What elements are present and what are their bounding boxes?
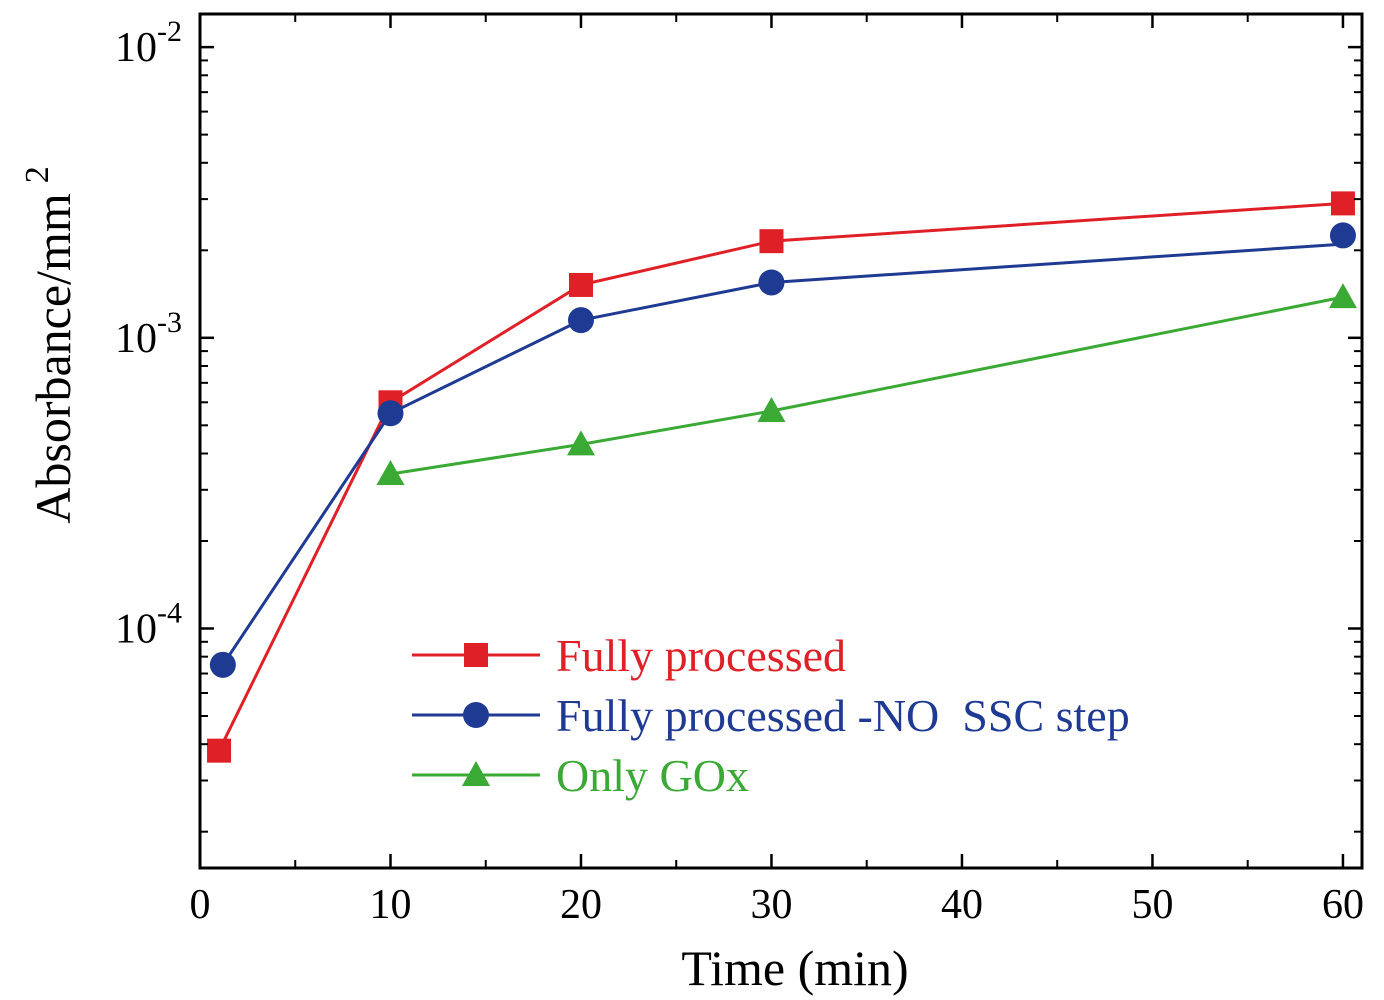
data-point — [376, 460, 405, 486]
legend-item: Fully processed — [412, 630, 846, 681]
legend-label: Fully processed -NO SSC step — [556, 690, 1130, 741]
data-point — [1330, 191, 1355, 216]
data-point — [566, 430, 595, 456]
series-1 — [207, 191, 1355, 763]
data-point — [1329, 222, 1356, 249]
series-2 — [209, 222, 1356, 678]
data-point — [568, 272, 593, 297]
series-line — [390, 295, 1344, 476]
x-tick-label: 30 — [750, 882, 792, 928]
series-line — [221, 242, 1344, 666]
y-tick-label: 10-4 — [115, 596, 182, 652]
y-tick-label: 10-2 — [115, 15, 182, 71]
legend-marker — [464, 643, 488, 667]
x-tick-label: 10 — [369, 882, 411, 928]
series-layer — [207, 191, 1357, 763]
data-point — [1328, 283, 1357, 309]
axis-labels: Time (min) Absorbance/mm 2 — [19, 166, 909, 996]
legend-item: Fully processed -NO SSC step — [412, 690, 1130, 741]
data-point — [567, 307, 594, 334]
x-tick-label: 40 — [941, 882, 983, 928]
legend-label: Only GOx — [556, 750, 749, 801]
x-axis-title: Time (min) — [681, 940, 908, 996]
legend: Fully processed Fully processed -NO SSC s… — [412, 630, 1130, 801]
axes: 0 10 20 30 40 50 60 10-2 10-3 10-4 — [115, 12, 1364, 928]
legend-marker — [462, 761, 490, 786]
x-tick-label: 0 — [190, 882, 211, 928]
y-tick-label: 10-3 — [115, 306, 182, 362]
data-point — [757, 397, 786, 423]
data-point — [759, 229, 784, 254]
y-axis-title-main: Absorbance/mm — [25, 193, 81, 524]
y-axis-title-sup: 2 — [19, 166, 56, 183]
series-3 — [376, 283, 1357, 486]
x-tick-label: 20 — [560, 882, 602, 928]
legend-marker — [463, 702, 489, 728]
legend-item: Only GOx — [412, 750, 749, 801]
x-tick-label: 50 — [1131, 882, 1173, 928]
plot-frame — [198, 12, 1364, 870]
legend-label: Fully processed — [556, 630, 846, 681]
data-point — [758, 269, 785, 296]
data-point — [207, 738, 232, 763]
data-point — [209, 651, 236, 678]
x-tick-label: 60 — [1322, 882, 1364, 928]
y-axis-title: Absorbance/mm 2 — [19, 166, 81, 523]
data-point — [377, 400, 404, 427]
